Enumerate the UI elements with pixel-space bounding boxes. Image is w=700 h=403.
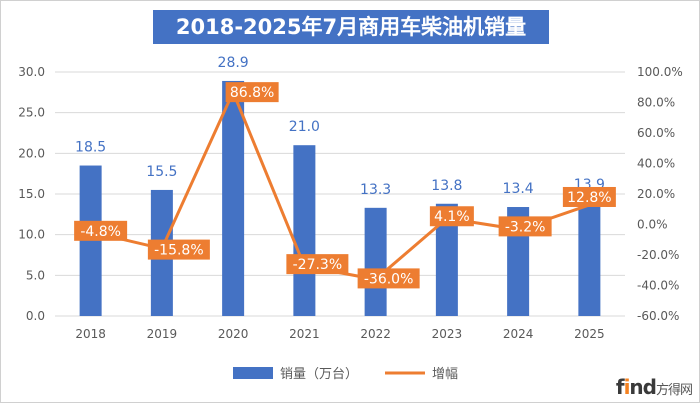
bar-value-label: 28.9 (218, 55, 249, 71)
bar (293, 145, 316, 316)
x-tick-label: 2025 (574, 327, 605, 341)
legend-bar-swatch (233, 367, 273, 379)
growth-label-box (147, 239, 210, 260)
y-right-tick-label: 80.0% (637, 96, 675, 110)
x-tick-label: 2021 (289, 327, 320, 341)
growth-value-label: -36.0% (364, 271, 414, 287)
x-tick-label: 2024 (503, 327, 534, 341)
growth-value-label: -4.8% (80, 224, 121, 240)
y-left-tick-label: 5.0 (26, 268, 45, 282)
y-left-tick-label: 10.0 (18, 228, 45, 242)
y-right-tick-label: 60.0% (637, 126, 675, 140)
growth-value-label: 12.8% (567, 190, 611, 206)
growth-label-box (357, 268, 420, 289)
y-right-tick-label: 100.0% (637, 65, 683, 79)
growth-value-label: -3.2% (505, 219, 546, 235)
y-left-tick-label: 25.0 (18, 106, 45, 120)
bar (578, 202, 601, 316)
bar-value-label: 18.5 (75, 140, 106, 156)
bar-value-label: 21.0 (289, 119, 320, 135)
y-left-tick-label: 20.0 (18, 146, 45, 160)
x-tick-label: 2022 (360, 327, 391, 341)
y-right-tick-label: -60.0% (637, 309, 679, 323)
growth-label-box (429, 206, 474, 227)
x-tick-label: 2018 (75, 327, 106, 341)
growth-label-box (562, 186, 616, 207)
bar-value-label: 13.8 (431, 178, 462, 194)
growth-value-label: 86.8% (230, 85, 274, 101)
y-left-tick-label: 15.0 (18, 187, 45, 201)
growth-value-label: -27.3% (293, 257, 343, 273)
bar-value-label: 13.3 (360, 182, 391, 198)
bar-value-label: 13.4 (503, 181, 534, 197)
x-tick-label: 2019 (147, 327, 178, 341)
y-right-tick-label: 20.0% (637, 187, 675, 201)
y-left-tick-label: 30.0 (18, 65, 45, 79)
y-right-tick-label: 0.0% (637, 218, 668, 232)
y-right-tick-label: -40.0% (637, 279, 679, 293)
growth-value-label: -15.8% (154, 243, 204, 259)
legend-bar-label: 销量（万台） (280, 367, 358, 382)
growth-label-box (74, 220, 128, 241)
growth-value-label: 4.1% (434, 209, 470, 225)
growth-label-box (286, 254, 349, 275)
y-left-tick-label: 0.0 (26, 309, 45, 323)
bar (435, 203, 458, 316)
x-tick-label: 2020 (218, 327, 249, 341)
y-right-tick-label: -20.0% (637, 248, 679, 262)
growth-label-box (225, 82, 279, 103)
chart-title: 2018-2025年7月商用车柴油机销量 (153, 10, 549, 44)
watermark-logo: find方得网 (615, 375, 693, 399)
growth-label-box (498, 216, 552, 237)
x-tick-label: 2023 (432, 327, 463, 341)
bar (222, 80, 245, 317)
bar (364, 207, 387, 316)
bar-value-label: 15.5 (146, 164, 177, 180)
legend-line-label: 增幅 (432, 367, 458, 382)
y-right-tick-label: 40.0% (637, 157, 675, 171)
